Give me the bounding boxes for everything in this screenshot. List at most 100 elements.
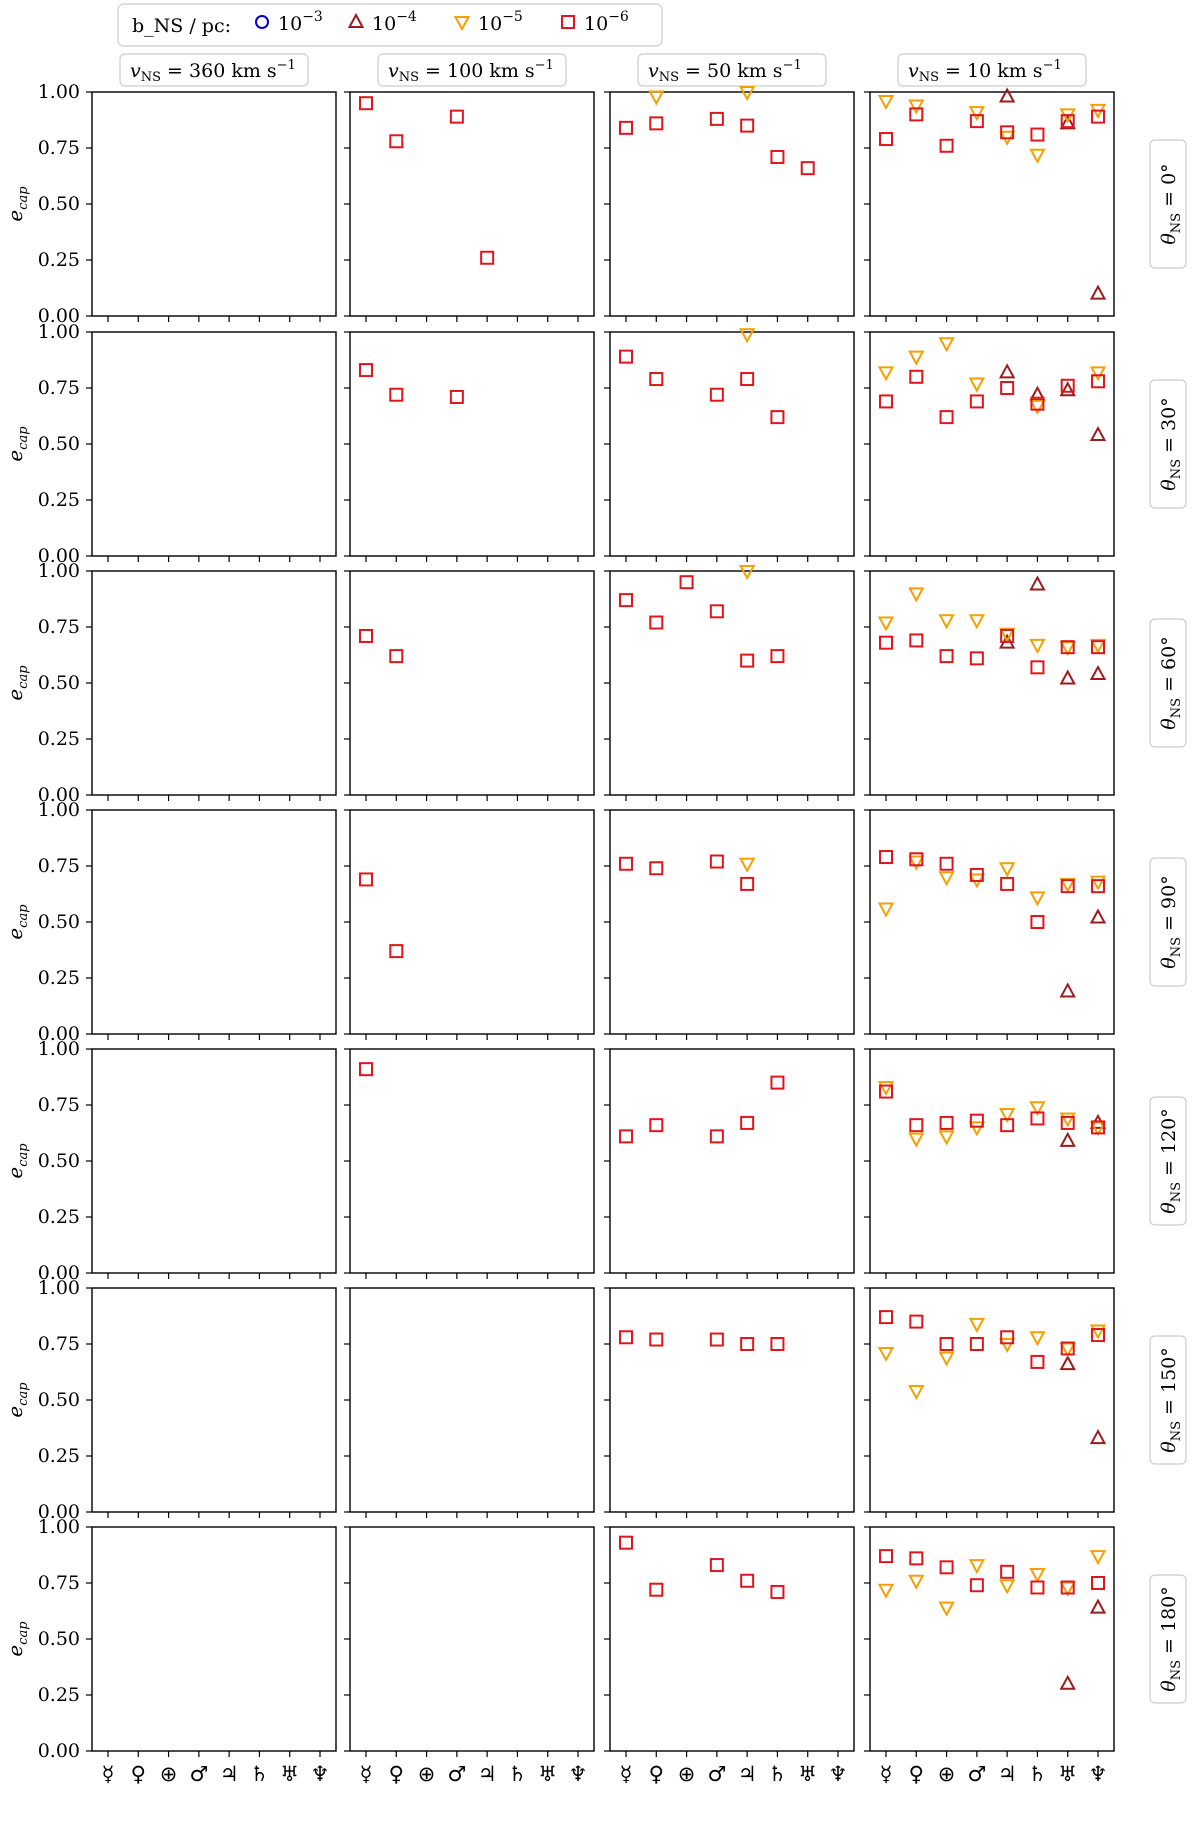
point-b1e-6-jupiter	[480, 250, 495, 265]
x-tick-label-venus: ♀	[909, 1762, 924, 1786]
y-axis-label: ecap	[3, 426, 31, 462]
point-b1e-5-earth	[938, 1130, 955, 1146]
column-header-3: vNS = 10 km s−1	[908, 58, 1062, 85]
legend-marker-b1e-6	[561, 15, 575, 29]
point-b1e-6-uranus	[1060, 879, 1075, 894]
y-tick-label: 0.50	[38, 672, 80, 694]
point-b1e-5-venus	[908, 350, 925, 366]
point-b1e-6-neptune	[1091, 879, 1105, 894]
y-tick-label: 0.25	[38, 1445, 80, 1467]
point-b1e-6-mercury	[619, 1330, 633, 1345]
panel-r1-c0	[86, 331, 337, 562]
point-b1e-6-mars	[969, 651, 984, 666]
point-b1e-6-earth	[939, 649, 954, 664]
point-b1e-5-mars	[968, 1121, 986, 1137]
point-b1e-6-mercury	[359, 96, 373, 111]
point-b1e-5-jupiter	[738, 565, 756, 581]
point-b1e-6-saturn	[1030, 915, 1045, 929]
point-b1e-6-mercury	[879, 132, 893, 147]
panel-frame	[869, 1526, 1115, 1752]
x-tick-label-mars: ♂	[447, 1762, 466, 1786]
point-b1e-6-earth	[939, 138, 954, 153]
point-b1e-6-venus	[909, 633, 924, 648]
point-b1e-5-neptune	[1089, 366, 1107, 382]
y-axis-label: ecap	[3, 904, 31, 940]
point-b1e-6-venus	[649, 372, 664, 387]
point-b1e-6-mercury	[619, 1535, 633, 1550]
point-b1e-4-jupiter	[998, 363, 1016, 379]
point-b1e-6-venus	[909, 1118, 924, 1133]
point-b1e-6-saturn	[770, 1075, 785, 1090]
panel-r5-c0	[86, 1287, 337, 1518]
y-tick-label: 1.00	[38, 799, 80, 821]
point-b1e-6-mercury	[879, 1084, 893, 1099]
point-b1e-6-uranus	[1060, 114, 1075, 129]
point-b1e-6-earth	[939, 1115, 954, 1130]
point-b1e-4-neptune	[1089, 1598, 1107, 1614]
point-b1e-5-venus	[648, 90, 665, 106]
panel-r5-c2	[604, 1287, 855, 1518]
x-tick-label-earth: ⊕	[678, 1762, 696, 1786]
panel-frame	[609, 1048, 855, 1274]
panel-r2-c1	[344, 570, 595, 801]
y-tick-label: 1.00	[38, 81, 80, 103]
panel-frame	[91, 1287, 337, 1513]
point-b1e-5-venus	[908, 1385, 925, 1401]
point-b1e-4-uranus	[1059, 669, 1076, 685]
point-b1e-6-mars	[709, 854, 724, 869]
row-header-2: θNS = 60°	[1158, 636, 1184, 729]
y-tick-label: 0.75	[38, 377, 80, 399]
panel-r6-c0: ☿ ♀ ⊕ ♂ ♃ ♄ ♅ ♆	[86, 1526, 337, 1786]
x-tick-label-mercury: ☿	[360, 1762, 373, 1786]
point-b1e-6-neptune	[1091, 1328, 1105, 1343]
point-b1e-6-saturn	[770, 649, 785, 664]
point-b1e-5-saturn	[1029, 1331, 1046, 1347]
point-b1e-6-neptune	[1091, 109, 1105, 124]
point-b1e-5-venus	[908, 99, 925, 115]
point-b1e-5-saturn	[1029, 1101, 1046, 1117]
point-b1e-6-venus	[649, 1582, 664, 1597]
y-tick-label: 0.00	[38, 1501, 80, 1523]
panel-frame	[349, 809, 595, 1035]
panel-r2-c2	[604, 565, 855, 801]
panel-r4-c2	[604, 1048, 855, 1279]
row-header-box	[1149, 857, 1187, 987]
y-tick-label: 0.25	[38, 967, 80, 989]
point-b1e-6-mars	[969, 1113, 984, 1128]
point-b1e-6-mercury	[879, 394, 893, 409]
legend-title: b_NS / pc:	[132, 15, 231, 37]
point-b1e-6-jupiter	[1000, 1330, 1015, 1345]
point-b1e-6-mercury	[619, 593, 633, 608]
x-tick-label-saturn: ♄	[250, 1762, 269, 1786]
y-tick-label: 0.25	[38, 1684, 80, 1706]
point-b1e-4-neptune	[1089, 908, 1107, 924]
point-b1e-5-mars	[968, 106, 986, 122]
y-tick-label: 1.00	[38, 1038, 80, 1060]
row-header-5: θNS = 150°	[1158, 1347, 1184, 1453]
panel-frame	[91, 1526, 337, 1752]
row-header-1: θNS = 30°	[1158, 397, 1184, 490]
point-b1e-6-saturn	[1030, 396, 1045, 411]
point-b1e-6-mars	[449, 389, 464, 404]
point-b1e-5-mars	[968, 1559, 986, 1575]
point-b1e-6-mercury	[359, 628, 373, 643]
point-b1e-6-mercury	[879, 635, 893, 650]
point-b1e-6-mars	[969, 867, 984, 882]
point-b1e-6-venus	[649, 116, 664, 131]
column-header-1: vNS = 100 km s−1	[388, 58, 554, 85]
column-header-box	[119, 53, 309, 87]
panel-frame	[869, 809, 1115, 1035]
point-b1e-5-mercury	[877, 616, 895, 632]
point-b1e-6-venus	[389, 649, 404, 664]
point-b1e-6-mercury	[619, 349, 633, 364]
point-b1e-5-jupiter	[738, 857, 756, 873]
point-b1e-6-mars	[709, 1332, 724, 1347]
x-tick-label-mars: ♂	[189, 1762, 208, 1786]
column-header-2: vNS = 50 km s−1	[648, 58, 802, 85]
point-b1e-5-earth	[938, 1351, 955, 1367]
row-header-box	[1149, 139, 1187, 269]
row-header-3: θNS = 90°	[1158, 875, 1184, 968]
panel-r4-c3	[864, 1048, 1115, 1279]
point-b1e-4-neptune	[1089, 425, 1107, 442]
panel-frame	[91, 570, 337, 796]
